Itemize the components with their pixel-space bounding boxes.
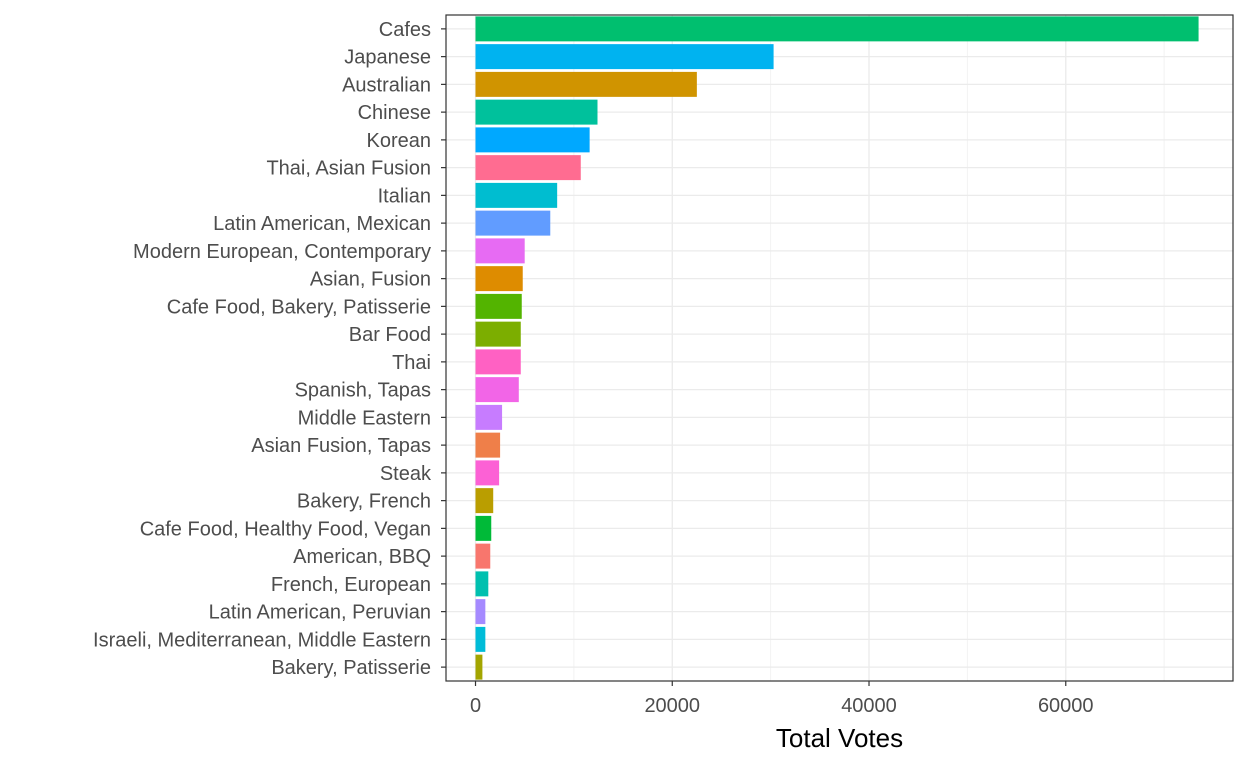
bar xyxy=(475,127,590,153)
category-label: Latin American, Mexican xyxy=(213,213,431,235)
category-label: Thai xyxy=(392,352,431,374)
x-tick-label: 40000 xyxy=(841,695,897,717)
category-label: Chinese xyxy=(358,102,431,124)
category-label: Bar Food xyxy=(349,324,431,346)
bar xyxy=(475,654,483,680)
bar xyxy=(475,626,486,652)
bar xyxy=(475,349,521,375)
bar xyxy=(475,182,558,208)
x-axis-ticks: 0 20000 40000 60000 xyxy=(470,681,1094,717)
bar xyxy=(475,488,494,514)
category-label: Spanish, Tapas xyxy=(295,380,431,402)
category-label: Bakery, Patisserie xyxy=(271,657,431,679)
category-label: Modern European, Contemporary xyxy=(133,241,431,263)
bar xyxy=(475,238,525,264)
bar xyxy=(475,210,551,236)
category-label: Middle Eastern xyxy=(298,407,431,429)
bar xyxy=(475,460,500,486)
bar xyxy=(475,44,774,70)
bar xyxy=(475,266,523,292)
category-label: Korean xyxy=(367,130,432,152)
x-tick-label: 0 xyxy=(470,695,481,717)
bar xyxy=(475,99,598,125)
category-label: Cafe Food, Healthy Food, Vegan xyxy=(140,518,431,540)
bar xyxy=(475,293,522,319)
category-label: Cafes xyxy=(379,19,431,41)
category-label: French, European xyxy=(271,574,431,596)
category-label: Steak xyxy=(380,463,432,485)
category-label: American, BBQ xyxy=(293,546,431,568)
bar xyxy=(475,16,1199,42)
bars xyxy=(475,16,1199,680)
bar xyxy=(475,599,486,625)
x-tick-label: 60000 xyxy=(1038,695,1094,717)
bar xyxy=(475,571,489,597)
bar xyxy=(475,377,519,403)
category-label: Bakery, French xyxy=(297,491,431,513)
category-label: Thai, Asian Fusion xyxy=(266,158,431,180)
bar xyxy=(475,543,491,569)
bar xyxy=(475,432,501,458)
category-label: Asian Fusion, Tapas xyxy=(251,435,431,457)
bar xyxy=(475,321,521,347)
category-label: Australian xyxy=(342,74,431,96)
x-axis-title: Total Votes xyxy=(776,723,903,753)
category-labels: Cafes Japanese Australian Chinese Korean Thai… xyxy=(93,19,446,679)
bar xyxy=(475,404,503,430)
bar xyxy=(475,515,492,541)
x-tick-label: 20000 xyxy=(644,695,700,717)
category-label: Asian, Fusion xyxy=(310,269,431,291)
category-label: Israeli, Mediterranean, Middle Eastern xyxy=(93,629,431,651)
plot-panel xyxy=(446,15,1233,681)
category-label: Japanese xyxy=(344,47,431,69)
category-label: Latin American, Peruvian xyxy=(209,602,431,624)
category-label: Cafe Food, Bakery, Patisserie xyxy=(167,296,431,318)
category-label: Italian xyxy=(378,185,431,207)
plot-border xyxy=(445,14,1234,682)
bar xyxy=(475,71,697,97)
bar xyxy=(475,155,581,181)
